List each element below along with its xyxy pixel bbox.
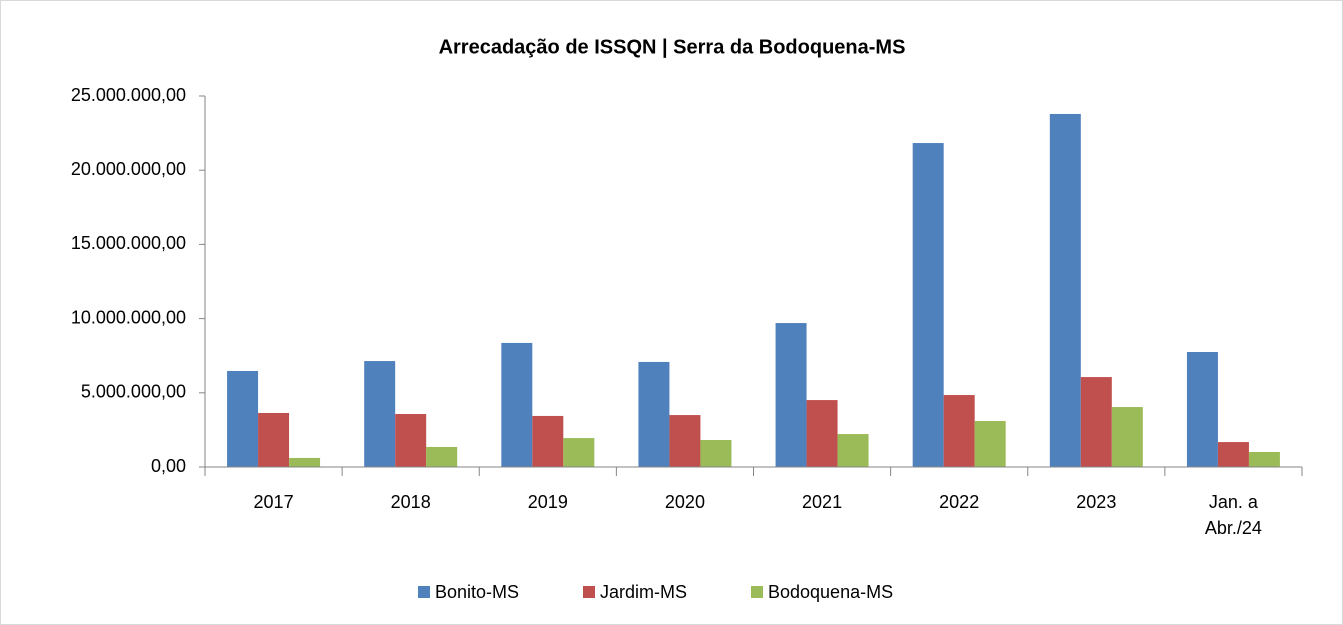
bar [669, 415, 701, 467]
bar [289, 457, 321, 467]
x-tick-label: 2021 [802, 492, 843, 512]
bar [258, 412, 290, 467]
bar [1186, 351, 1218, 467]
bar [364, 361, 396, 467]
legend-label: Bodoquena-MS [768, 582, 893, 602]
bar [1111, 407, 1143, 467]
bar [1248, 452, 1280, 467]
bar [563, 438, 595, 467]
bar [700, 439, 732, 467]
y-tick-label: 5.000.000,00 [81, 382, 186, 402]
y-tick-label: 10.000.000,00 [71, 307, 186, 327]
x-tick-label: 2023 [1076, 492, 1117, 512]
y-tick-label: 25.000.000,00 [71, 85, 186, 105]
legend-label: Bonito-MS [435, 582, 519, 602]
bar [912, 143, 944, 468]
bar [974, 420, 1006, 467]
bar [1049, 113, 1081, 468]
x-tick-label: 2020 [664, 492, 705, 512]
y-tick-label: 15.000.000,00 [71, 233, 186, 253]
x-tick-label: 2022 [939, 492, 980, 512]
y-tick-label: 0,00 [151, 456, 186, 476]
bar [806, 400, 838, 467]
chart-title: Arrecadação de ISSQN | Serra da Bodoquen… [439, 36, 906, 58]
bar [395, 414, 427, 467]
y-tick-label: 20.000.000,00 [71, 159, 186, 179]
bar [532, 415, 564, 467]
bar [501, 342, 533, 467]
x-tick-label: 2018 [390, 492, 431, 512]
bar [775, 323, 807, 467]
legend-label: Jardim-MS [600, 582, 687, 602]
bar [1080, 377, 1112, 467]
bar [426, 446, 458, 467]
x-tick-label: Jan. a Abr./24 [1204, 492, 1262, 538]
x-tick-label: 2017 [253, 492, 294, 512]
legend-swatch [418, 586, 430, 598]
legend-swatch [583, 586, 595, 598]
x-tick-label: 2019 [527, 492, 568, 512]
bar [638, 361, 670, 467]
bar [1217, 442, 1249, 467]
bar [837, 434, 869, 467]
bar [943, 395, 975, 467]
bar [227, 370, 259, 467]
legend-swatch [751, 586, 763, 598]
